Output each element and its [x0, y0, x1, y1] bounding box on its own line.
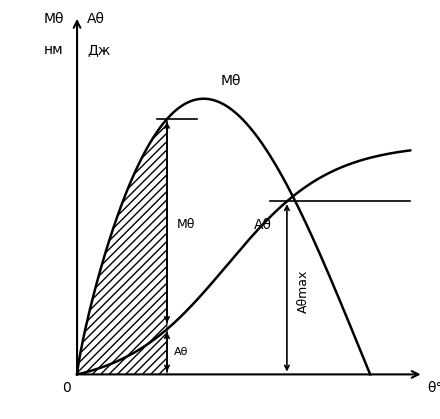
- Text: Мθ: Мθ: [220, 75, 241, 88]
- Text: 0: 0: [62, 381, 70, 395]
- Text: Аθ: Аθ: [253, 218, 271, 232]
- Text: Мθ: Мθ: [43, 12, 64, 26]
- Text: нм: нм: [44, 44, 64, 57]
- Text: Дж: Дж: [87, 44, 110, 57]
- Text: Аθ: Аθ: [174, 347, 188, 357]
- Text: Аθ: Аθ: [87, 12, 105, 26]
- Text: Аθmax: Аθmax: [297, 270, 310, 313]
- Text: θ°: θ°: [427, 381, 440, 395]
- Text: Мθ: Мθ: [177, 217, 195, 230]
